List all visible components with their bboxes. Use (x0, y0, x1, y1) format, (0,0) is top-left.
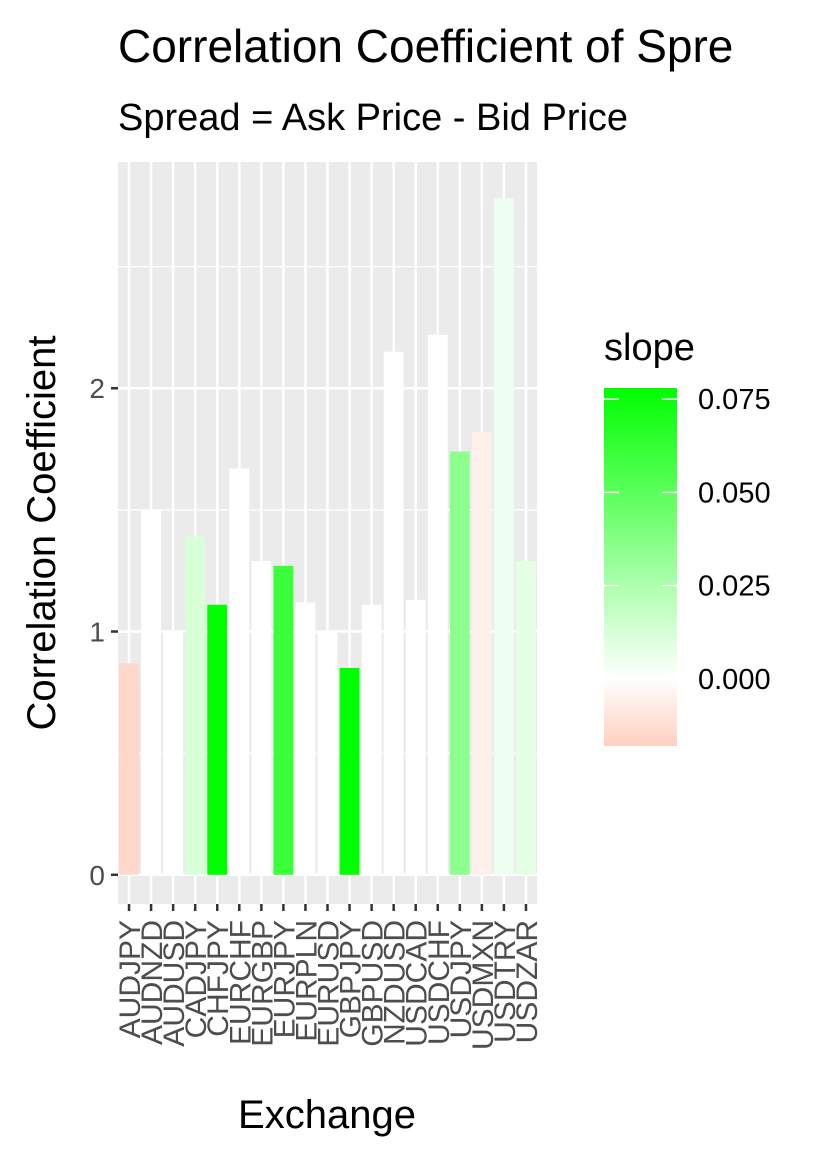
x-tick-label: CHFJPY (202, 920, 235, 1037)
bar (383, 351, 404, 875)
y-tick-label: 0 (89, 860, 105, 891)
x-tick-label: NZDUSD (379, 920, 412, 1045)
x-tick-label: CADJPY (180, 920, 213, 1038)
bar (119, 663, 139, 875)
x-axis: AUDJPYAUDNZDAUDUSDCADJPYCHFJPYEURCHFEURG… (114, 904, 544, 1050)
x-tick-label: USDZAR (511, 920, 544, 1043)
x-tick-label: EURPLN (290, 920, 323, 1042)
chart-subtitle: Spread = Ask Price - Bid Price (118, 97, 628, 139)
bar (339, 668, 360, 875)
bar (449, 451, 470, 875)
y-axis: 0 1 2 (89, 373, 118, 891)
x-tick-label: USDCHF (423, 920, 456, 1045)
legend-title: slope (604, 327, 695, 369)
bar (361, 604, 382, 875)
x-tick-label: GBPUSD (357, 920, 390, 1047)
x-tick-label: AUDNZD (136, 920, 169, 1045)
x-tick-label: EURCHF (224, 920, 257, 1045)
x-tick-label: USDMXN (467, 920, 500, 1050)
bar (273, 565, 294, 875)
x-tick-label: USDTRY (489, 920, 522, 1043)
x-tick-label: AUDUSD (158, 920, 191, 1047)
bar (163, 631, 184, 875)
legend-colorbar (604, 388, 677, 746)
x-axis-title: Exchange (238, 1093, 416, 1137)
y-axis-title: Correlation Coefficient (20, 335, 64, 730)
bar (295, 602, 316, 875)
bar (251, 560, 272, 875)
legend-ticks: 0.075 0.050 0.025 0.000 (604, 384, 771, 696)
x-tick-label: EURUSD (313, 920, 346, 1047)
bars (119, 198, 536, 875)
x-tick-label: USDCAD (401, 920, 434, 1047)
legend-label: 0.000 (698, 664, 771, 696)
bar (516, 560, 536, 875)
legend-label: 0.025 (698, 571, 771, 603)
y-tick-label: 2 (89, 373, 105, 404)
x-tick-label: GBPJPY (335, 920, 368, 1038)
legend: slope 0.075 0.050 0.025 0.000 (604, 327, 771, 746)
x-tick-label: EURGBP (246, 920, 279, 1047)
bar (229, 468, 250, 875)
legend-label: 0.050 (698, 477, 771, 509)
bar (493, 198, 514, 875)
chart-title: Correlation Coefficient of Spre (118, 20, 733, 72)
bar (405, 599, 426, 875)
bar (207, 604, 228, 875)
bar (185, 536, 206, 875)
bar (317, 631, 338, 875)
bar (471, 432, 492, 875)
legend-label: 0.075 (698, 384, 771, 416)
bar (141, 509, 162, 875)
x-tick-label: EURJPY (268, 920, 301, 1038)
x-tick-label: USDJPY (445, 920, 478, 1038)
x-tick-label: AUDJPY (114, 920, 147, 1038)
y-tick-label: 1 (89, 617, 105, 648)
bar (427, 334, 448, 875)
